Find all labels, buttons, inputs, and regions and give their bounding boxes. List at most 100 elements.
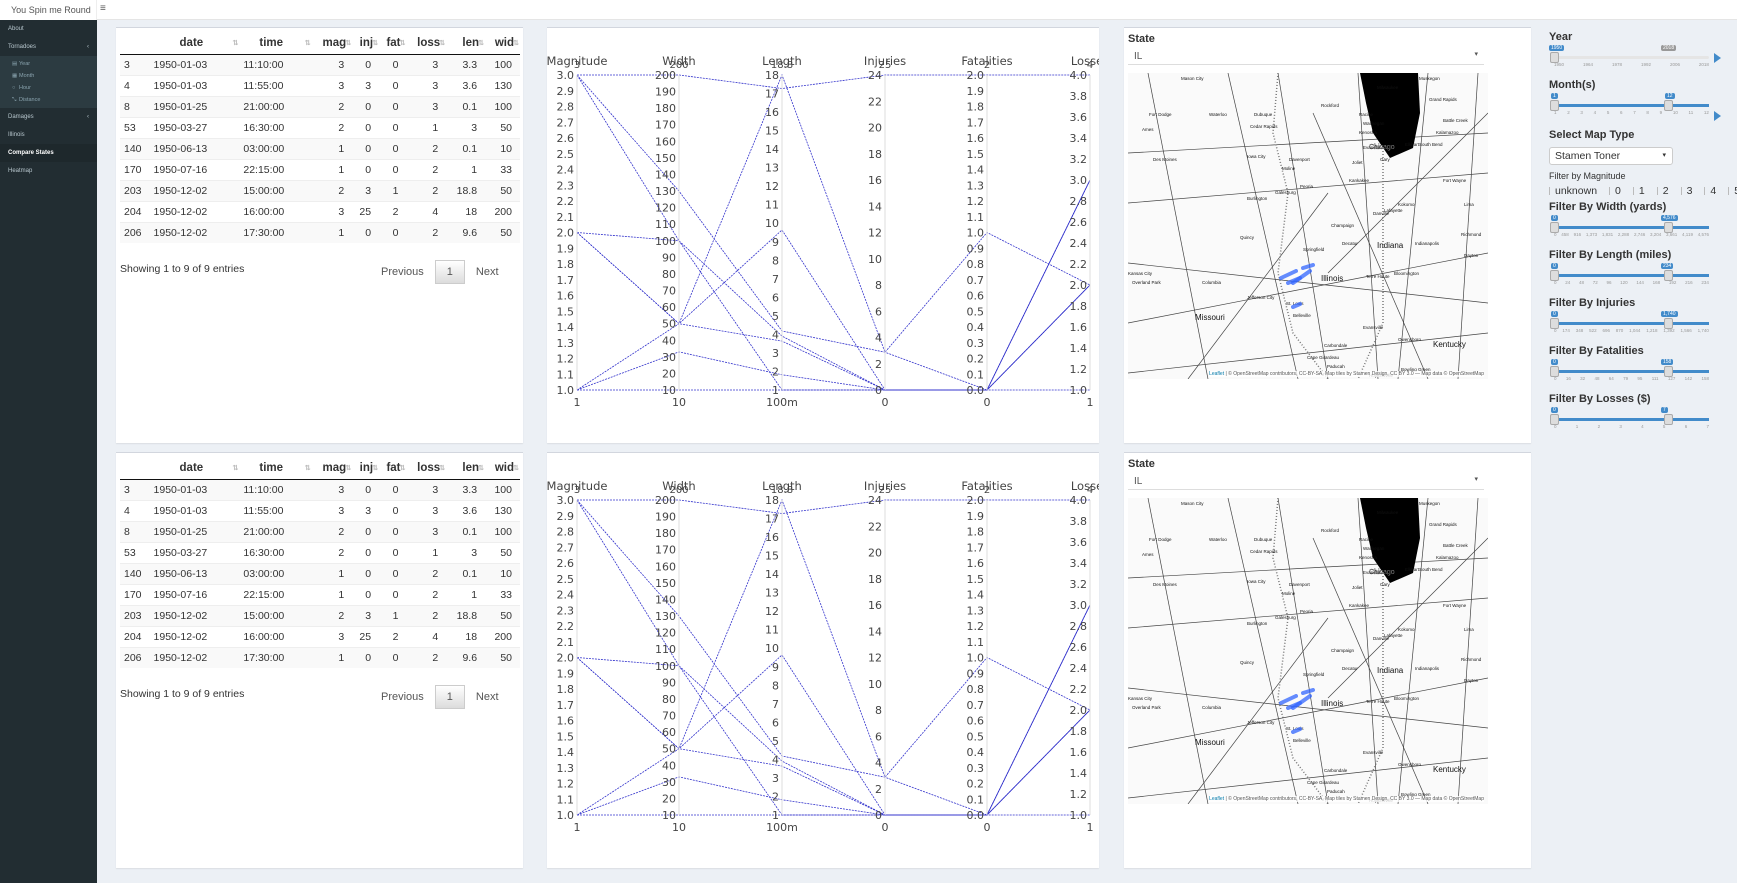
play-icon[interactable] — [1714, 111, 1721, 121]
table-row[interactable]: 53 1950-03-27 16:30:00 2 0 0 1 3 50 — [120, 116, 520, 138]
fatalities-handle-max[interactable] — [1664, 366, 1673, 377]
page-1-button[interactable]: 1 — [434, 685, 465, 709]
previous-button[interactable]: Previous — [381, 691, 424, 703]
length-slider[interactable]: 0 234 0 24 48 72 96 120 144 168 192 216 234 — [1549, 263, 1729, 293]
record-line[interactable] — [576, 73, 1091, 353]
axis-width[interactable]: 200 190 180 170 160 150 140 130 120 110 100 90 80 70 6… — [655, 479, 696, 834]
fatalities-slider[interactable]: 0 158 0 16 32 48 64 79 95 111 127 142 158 — [1549, 359, 1729, 389]
record-line[interactable] — [576, 498, 1091, 778]
record-line[interactable] — [577, 499, 1090, 514]
state-select[interactable]: IL ▾ — [1128, 472, 1484, 490]
table-row[interactable]: 53 1950-03-27 16:30:00 2 0 0 1 3 50 — [120, 541, 520, 563]
column-header-inj[interactable]: inj ⇅ — [352, 458, 380, 480]
injuries-handle-min[interactable] — [1550, 318, 1559, 329]
width-handle-min[interactable] — [1550, 222, 1559, 233]
next-button[interactable]: Next — [475, 691, 499, 703]
column-header-len[interactable]: len ⇅ — [446, 33, 486, 55]
width-slider[interactable]: 0 4,576 0 458 916 1,373 1,831 2,288 2,746 3,204 3,… — [1549, 215, 1729, 245]
column-header-fat[interactable]: fat ⇅ — [379, 458, 407, 480]
record-line[interactable] — [576, 604, 1091, 816]
tornado-track[interactable] — [1301, 263, 1315, 270]
record-line[interactable] — [576, 179, 1091, 391]
losses-slider[interactable]: 0 7 0 1 2 3 4 5 6 7 — [1549, 407, 1729, 437]
column-header-date[interactable]: date ⇅ — [149, 33, 240, 55]
tornado-map[interactable]: Illinois Indiana Missouri Kentucky Chicago Sp… — [1128, 73, 1488, 379]
column-header-loss[interactable]: loss ⇅ — [406, 458, 447, 480]
magnitude-checkbox-4[interactable]: 4 — [1704, 185, 1722, 197]
magnitude-checkbox-unknown[interactable]: unknown — [1549, 185, 1603, 197]
tornado-track[interactable] — [1301, 688, 1315, 695]
axis-losses[interactable]: 4.0 3.8 3.6 3.4 3.2 3.0 2.8 2.6 2.4 2.2 2.0 1.8 1.6 1… — [1070, 479, 1100, 834]
record-line[interactable] — [576, 229, 1091, 391]
table-row[interactable]: 3 1950-01-03 11:10:00 3 0 0 3 3.3 100 — [120, 478, 520, 500]
column-header-wid[interactable]: wid ⇅ — [485, 33, 520, 55]
column-header-inj[interactable]: inj ⇅ — [352, 33, 380, 55]
tornado-track[interactable] — [1291, 694, 1312, 710]
table-row[interactable]: 140 1950-06-13 03:00:00 1 0 0 2 0.1 10 — [120, 137, 520, 159]
magnitude-checkbox-2[interactable]: 2 — [1656, 185, 1675, 197]
tornado-track[interactable] — [1291, 269, 1312, 285]
previous-button[interactable]: Previous — [381, 266, 424, 278]
record-line[interactable] — [576, 499, 1091, 816]
column-header-fat[interactable]: fat ⇅ — [379, 33, 407, 55]
year-slider[interactable]: 1950 2018 1950 1964 1978 1992 2006 2018 — [1549, 45, 1729, 75]
month-slider[interactable]: 1 12 1 2 3 4 5 6 7 8 9 10 11 12 — [1549, 93, 1729, 123]
axis-fatalities[interactable]: 2.0 1.9 1.8 1.7 1.6 1.5 1.4 1.3 1.2 1.1 1.0 0.9 0.8 0… — [961, 479, 1012, 834]
record-line[interactable] — [576, 499, 1091, 816]
sidebar-item-damages[interactable]: Damages ‹ — [0, 108, 97, 126]
length-handle-max[interactable] — [1664, 270, 1673, 281]
sidebar-item-tornadoes[interactable]: Tornadoes ‹ — [0, 38, 97, 56]
fatalities-handle-min[interactable] — [1550, 366, 1559, 377]
next-button[interactable]: Next — [475, 266, 499, 278]
column-header-wid[interactable]: wid ⇅ — [485, 458, 520, 480]
tornado-track[interactable] — [1291, 727, 1302, 734]
losses-handle-max[interactable] — [1664, 414, 1673, 425]
magnitude-checkbox-5[interactable]: 5 — [1728, 185, 1737, 197]
column-header-time[interactable]: time ⇅ — [239, 33, 312, 55]
axis-losses[interactable]: 4.0 3.8 3.6 3.4 3.2 3.0 2.8 2.6 2.4 2.2 2.0 1.8 1.6 1… — [1070, 54, 1100, 409]
sidebar-item-hour[interactable]: ○ Hour — [0, 82, 97, 94]
column-header-time[interactable]: time ⇅ — [239, 458, 312, 480]
table-row[interactable]: 206 1950-12-02 17:30:00 1 0 0 2 9.6 50 — [120, 221, 520, 243]
month-handle-max[interactable] — [1664, 100, 1673, 111]
column-header-loss[interactable]: loss ⇅ — [406, 33, 447, 55]
sidebar-item-compare-states[interactable]: Compare States — [0, 144, 97, 162]
record-line[interactable] — [576, 657, 1090, 816]
axis-magnitude[interactable]: 3.0 2.9 2.8 2.7 2.6 2.5 2.4 2.3 2.2 2.1 2.0 1.9 1.8 1… — [547, 479, 607, 834]
table-row[interactable]: 206 1950-12-02 17:30:00 1 0 0 2 9.6 50 — [120, 646, 520, 668]
map-type-select[interactable]: Stamen Toner ▾ — [1549, 147, 1673, 165]
column-header-date[interactable]: date ⇅ — [149, 458, 240, 480]
sidebar-item-month[interactable]: ▦ Month — [0, 70, 97, 82]
state-select[interactable]: IL ▾ — [1128, 47, 1484, 65]
record-line[interactable] — [576, 74, 1091, 391]
table-row[interactable]: 204 1950-12-02 16:00:00 3 25 2 4 18 200 — [120, 625, 520, 647]
table-row[interactable]: 203 1950-12-02 15:00:00 2 3 1 2 18.8 50 — [120, 604, 520, 626]
table-row[interactable]: 8 1950-01-25 21:00:00 2 0 0 3 0.1 100 — [120, 520, 520, 542]
record-line[interactable] — [577, 74, 1090, 89]
page-1-button[interactable]: 1 — [434, 260, 465, 284]
play-icon[interactable] — [1714, 53, 1721, 63]
table-row[interactable]: 203 1950-12-02 15:00:00 2 3 1 2 18.8 50 — [120, 179, 520, 201]
leaflet-link[interactable]: Leaflet — [1209, 371, 1225, 377]
sidebar-item-distance[interactable]: ⤡ Distance — [0, 94, 97, 106]
month-handle-min[interactable] — [1550, 100, 1559, 111]
injuries-slider[interactable]: 0 1,740 0 174 348 522 696 870 1,044 1,218 1,392 1,5… — [1549, 311, 1729, 341]
tornado-track[interactable] — [1291, 302, 1302, 309]
table-row[interactable]: 4 1950-01-03 11:55:00 3 3 0 3 3.6 130 — [120, 74, 520, 96]
table-row[interactable]: 204 1950-12-02 16:00:00 3 25 2 4 18 200 — [120, 200, 520, 222]
sidebar-item-year[interactable]: ▤ Year — [0, 58, 97, 70]
injuries-handle-max[interactable] — [1664, 318, 1673, 329]
hamburger-icon[interactable]: ≡ — [100, 3, 106, 14]
axis-magnitude[interactable]: 3.0 2.9 2.8 2.7 2.6 2.5 2.4 2.3 2.2 2.1 2.0 1.9 1.8 1… — [547, 54, 607, 409]
axis-width[interactable]: 200 190 180 170 160 150 140 130 120 110 100 90 80 70 6… — [655, 54, 696, 409]
table-row[interactable]: 140 1950-06-13 03:00:00 1 0 0 2 0.1 10 — [120, 562, 520, 584]
tornado-track[interactable] — [1279, 269, 1298, 280]
sidebar-item-about[interactable]: About — [8, 26, 24, 32]
width-handle-max[interactable] — [1664, 222, 1673, 233]
year-handle[interactable] — [1550, 52, 1559, 63]
table-row[interactable]: 8 1950-01-25 21:00:00 2 0 0 3 0.1 100 — [120, 95, 520, 117]
leaflet-link[interactable]: Leaflet — [1209, 796, 1225, 802]
